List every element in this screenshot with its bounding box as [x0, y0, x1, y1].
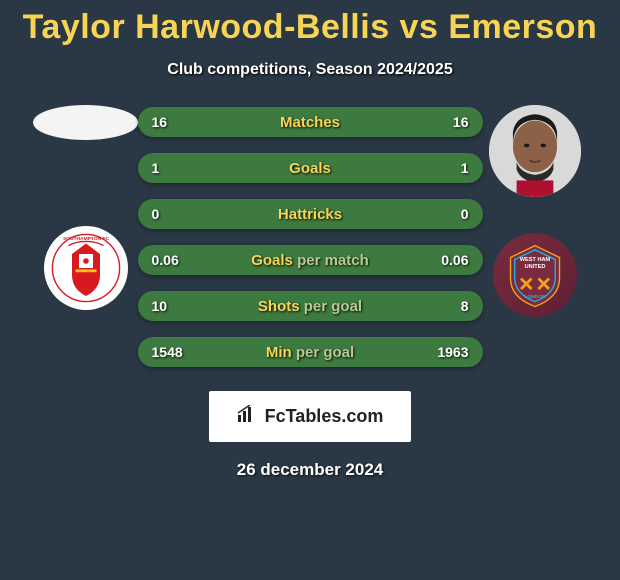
- stat-right-value: 1963: [434, 344, 469, 360]
- stat-label: Min per goal: [266, 344, 354, 361]
- comparison-card: Taylor Harwood-Bellis vs Emerson Club co…: [0, 0, 620, 580]
- stat-bars: 16Matches161Goals10Hattricks00.06Goals p…: [138, 107, 483, 367]
- comparison-body: SOUTHAMPTON FC 16Matches161Goals10Hattri…: [0, 105, 620, 367]
- stat-right-value: 1: [434, 160, 469, 176]
- stat-left-value: 16: [152, 114, 187, 130]
- stat-label: Shots per goal: [258, 298, 362, 315]
- svg-text:WEST HAM: WEST HAM: [519, 257, 550, 263]
- player-face-icon: [489, 105, 581, 197]
- stat-label: Goals: [289, 160, 331, 177]
- stat-right-value: 0: [434, 206, 469, 222]
- stat-left-value: 1548: [152, 344, 187, 360]
- club-badge-southampton: SOUTHAMPTON FC: [44, 226, 128, 310]
- svg-text:UNITED: UNITED: [524, 264, 545, 270]
- footer: FcTables.com 26 december 2024: [209, 391, 412, 480]
- southampton-crest-icon: SOUTHAMPTON FC: [51, 233, 121, 303]
- watermark-text: FcTables.com: [265, 406, 384, 427]
- westham-crest-icon: WEST HAM UNITED LONDON: [500, 240, 570, 310]
- stat-bar: 1 Goals 1: [138, 153, 483, 183]
- stat-bar: 1548 Min per goal 1963: [138, 337, 483, 367]
- chart-icon: [237, 405, 259, 428]
- subtitle: Club competitions, Season 2024/2025: [167, 61, 452, 79]
- stat-label: Matches: [280, 114, 340, 131]
- stat-left-value: 1: [152, 160, 187, 176]
- left-player-column: SOUTHAMPTON FC: [26, 105, 146, 310]
- stat-bar: 16 Matches 16: [138, 107, 483, 137]
- stat-left-value: 0.06: [152, 252, 187, 268]
- club-badge-westham: WEST HAM UNITED LONDON: [493, 233, 577, 317]
- stat-bar: 10 Shots per goal 8: [138, 291, 483, 321]
- stat-right-value: 8: [434, 298, 469, 314]
- stat-left-value: 0: [152, 206, 187, 222]
- watermark-badge: FcTables.com: [209, 391, 412, 442]
- stat-left-value: 10: [152, 298, 187, 314]
- stat-right-value: 16: [434, 114, 469, 130]
- player-avatar-blank: [33, 105, 138, 140]
- svg-text:SOUTHAMPTON FC: SOUTHAMPTON FC: [62, 236, 109, 242]
- stat-bar: 0 Hattricks 0: [138, 199, 483, 229]
- page-title: Taylor Harwood-Bellis vs Emerson: [23, 8, 598, 47]
- svg-text:LONDON: LONDON: [524, 294, 546, 300]
- stat-right-value: 0.06: [434, 252, 469, 268]
- stat-label: Hattricks: [278, 206, 342, 223]
- stat-bar: 0.06 Goals per match 0.06: [138, 245, 483, 275]
- right-player-column: WEST HAM UNITED LONDON: [475, 105, 595, 317]
- date-text: 26 december 2024: [237, 460, 384, 480]
- stat-label: Goals per match: [251, 252, 369, 269]
- player-avatar: [489, 105, 581, 197]
